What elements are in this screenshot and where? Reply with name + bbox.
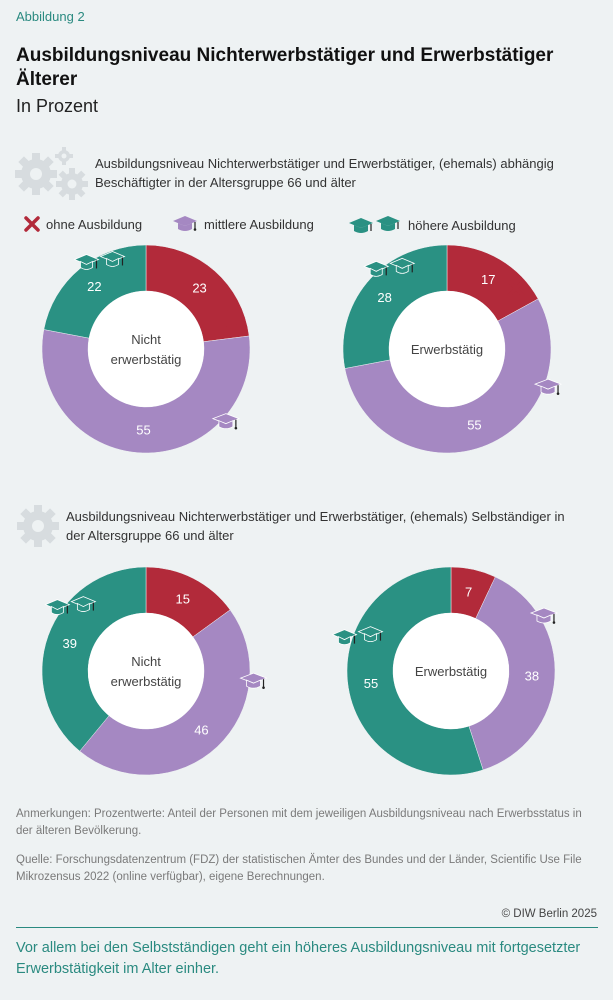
donut-center bbox=[393, 613, 509, 729]
graduation-cap-icon bbox=[173, 216, 197, 231]
legend-item-none: ohne Ausbildung bbox=[24, 216, 142, 232]
value-label-mid: 46 bbox=[194, 723, 208, 738]
value-label-high: 39 bbox=[63, 636, 77, 651]
donut-chart-1: 23 55 22 Nicht erwerbstätig bbox=[41, 244, 251, 454]
donut-chart-4: 7 38 55 Erwerbstätig bbox=[331, 566, 559, 776]
donut-center-label: Nicht bbox=[131, 332, 161, 347]
legend-item-mid: mittlere Ausbildung bbox=[172, 214, 314, 234]
donut-center bbox=[88, 291, 204, 407]
legend-label-none: ohne Ausbildung bbox=[46, 216, 143, 232]
value-label-high: 22 bbox=[87, 279, 101, 294]
value-label-none: 17 bbox=[481, 272, 495, 287]
donut-center-label: erwerbstätig bbox=[111, 674, 182, 689]
figure-label: Abbildung 2 bbox=[16, 9, 85, 24]
double-graduation-cap-icon bbox=[349, 216, 400, 233]
value-label-none: 7 bbox=[465, 584, 472, 599]
donut-center-label: Erwerbstätig bbox=[415, 664, 487, 679]
value-label-high: 28 bbox=[377, 290, 391, 305]
value-label-high: 55 bbox=[364, 676, 378, 691]
value-label-mid: 55 bbox=[467, 418, 481, 433]
donut-center bbox=[88, 613, 204, 729]
donut-charts: 23 55 22 Nicht erwerbstätig 17 55 28 Erwerbstäti… bbox=[41, 244, 563, 776]
donut-chart-3: 15 46 39 Nicht erwerbstätig bbox=[41, 566, 268, 776]
value-label-mid: 38 bbox=[525, 669, 539, 684]
graduation-cap-icon bbox=[211, 413, 240, 430]
donut-center-label: Erwerbstätig bbox=[411, 342, 483, 357]
copyright: © DIW Berlin 2025 bbox=[501, 908, 597, 920]
section-title-self-employed: Ausbildungsniveau Nichterwerbstätiger un… bbox=[66, 509, 565, 543]
legend-label-mid: mittlere Ausbildung bbox=[204, 216, 314, 232]
notes-source: Quelle: Forschungsdatenzentrum (FDZ) der… bbox=[16, 854, 582, 883]
donut-chart-2: 17 55 28 Erwerbstätig bbox=[342, 244, 563, 454]
value-label-none: 15 bbox=[176, 591, 190, 606]
legend-item-high: höhere Ausbildung bbox=[348, 214, 516, 236]
gears-icon bbox=[15, 147, 88, 200]
donut-slice-high bbox=[43, 244, 147, 339]
divider bbox=[16, 927, 598, 928]
donut-center-label: Nicht bbox=[131, 654, 161, 669]
notes-remarks: Anmerkungen: Prozentwerte: Anteil der Pe… bbox=[16, 808, 582, 837]
cross-icon bbox=[24, 216, 40, 232]
gear-icon bbox=[17, 505, 59, 547]
summary-text: Vor allem bei den Selbstständigen geht e… bbox=[16, 940, 581, 977]
double-graduation-cap-icon bbox=[331, 626, 384, 646]
graduation-cap-icon bbox=[533, 378, 563, 395]
double-graduation-cap-icon bbox=[363, 257, 416, 277]
chart-subtitle: In Prozent bbox=[16, 96, 99, 116]
donut-center bbox=[389, 291, 505, 407]
double-graduation-cap-icon bbox=[44, 596, 97, 615]
section-title-employees: Ausbildungsniveau Nichterwerbstätiger un… bbox=[95, 156, 554, 190]
graduation-cap-icon bbox=[239, 672, 268, 689]
legend-label-high: höhere Ausbildung bbox=[408, 217, 516, 233]
donut-center-label: erwerbstätig bbox=[111, 352, 182, 367]
value-label-mid: 55 bbox=[136, 422, 150, 437]
cross-icon bbox=[223, 309, 242, 327]
value-label-none: 23 bbox=[192, 281, 206, 296]
cross-icon bbox=[198, 593, 216, 611]
graduation-cap-icon bbox=[529, 607, 559, 624]
cross-icon bbox=[507, 279, 525, 297]
chart-title: Ausbildungsniveau Nichterwerbstätiger un… bbox=[16, 45, 554, 90]
double-graduation-cap-icon bbox=[73, 251, 126, 270]
